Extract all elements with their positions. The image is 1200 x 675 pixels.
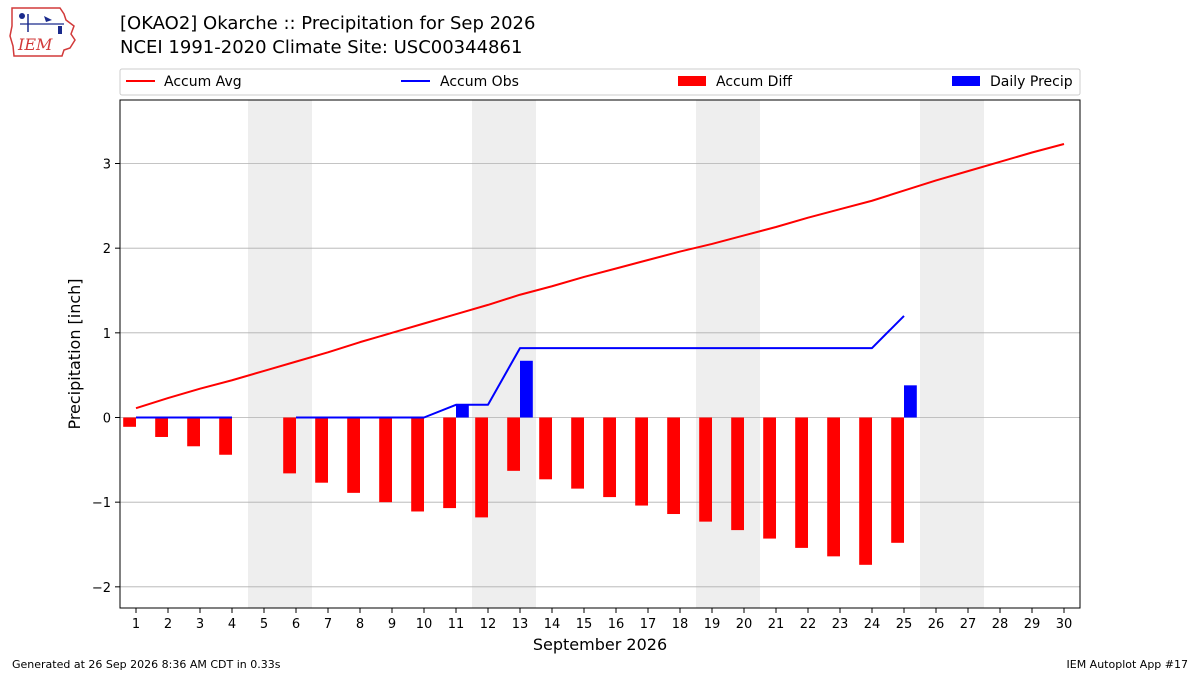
accum-diff-bar xyxy=(507,417,520,471)
accum-diff-bar xyxy=(187,417,200,447)
x-tick-label: 9 xyxy=(388,617,396,632)
x-axis-label: September 2026 xyxy=(533,635,667,654)
accum-avg-line xyxy=(135,143,1065,410)
x-tick-label: 17 xyxy=(640,617,657,632)
logo-text: IEM xyxy=(17,35,53,54)
accum-diff-bar xyxy=(379,417,392,503)
app-id: IEM Autoplot App #17 xyxy=(1066,658,1189,671)
x-tick-label: 2 xyxy=(164,617,172,632)
y-tick-label: 2 xyxy=(103,242,111,257)
legend: Accum Avg Accum Obs Accum Diff Daily Pre… xyxy=(119,68,1081,96)
x-tick-label: 30 xyxy=(1056,617,1073,632)
accum-diff-bar xyxy=(667,417,680,515)
accum-diff-bar xyxy=(475,417,488,518)
x-tick-label: 1 xyxy=(132,617,140,632)
accum-diff-bar xyxy=(891,417,904,543)
legend-label-daily-precip: Daily Precip xyxy=(990,74,1073,90)
accum-obs-line xyxy=(296,315,905,419)
x-tick-label: 13 xyxy=(512,617,529,632)
y-tick-label: 0 xyxy=(103,412,111,427)
x-tick-label: 21 xyxy=(768,617,785,632)
legend-label-accum-avg: Accum Avg xyxy=(164,74,242,90)
weekend-band xyxy=(472,100,536,608)
plot-frame xyxy=(119,99,1081,609)
x-tick-label: 11 xyxy=(448,617,465,632)
accum-diff-bar xyxy=(155,417,168,437)
lines xyxy=(135,143,1065,419)
gridlines xyxy=(120,163,1080,588)
accum-diff-bar xyxy=(443,417,456,509)
x-tick-label: 18 xyxy=(672,617,689,632)
x-tick-label: 8 xyxy=(356,617,364,632)
x-tick-label: 12 xyxy=(480,617,497,632)
accum-diff-bar xyxy=(283,417,296,474)
iem-logo: IEM xyxy=(9,7,76,57)
accum-diff-bar xyxy=(731,417,744,531)
x-tick-label: 5 xyxy=(260,617,268,632)
y-axis-label: Precipitation [inch] xyxy=(65,278,84,429)
y-tick-label: 1 xyxy=(103,327,111,342)
accum-diff-bar xyxy=(795,417,808,548)
daily-precip-bar xyxy=(904,385,917,418)
x-tick-label: 14 xyxy=(544,617,561,632)
daily-precip-bar xyxy=(520,360,533,418)
generated-timestamp: Generated at 26 Sep 2026 8:36 AM CDT in … xyxy=(12,658,281,671)
legend-swatch-daily-precip xyxy=(952,76,980,86)
accum-diff-bar xyxy=(763,417,776,539)
daily-precip-bar xyxy=(456,404,469,418)
accum-diff-bar xyxy=(603,417,616,498)
x-tick-label: 27 xyxy=(960,617,977,632)
accum-diff-bar xyxy=(219,417,232,455)
x-tick-label: 6 xyxy=(292,617,300,632)
accum-diff-bar xyxy=(571,417,584,489)
weekend-band xyxy=(248,100,312,608)
legend-swatch-accum-diff xyxy=(678,76,706,86)
accum-diff-bar xyxy=(347,417,360,493)
weekend-band xyxy=(696,100,760,608)
x-tick-label: 3 xyxy=(196,617,204,632)
x-tick-label: 19 xyxy=(704,617,721,632)
weekend-band xyxy=(920,100,984,608)
bars xyxy=(123,360,917,565)
x-tick-label: 22 xyxy=(800,617,817,632)
y-tick-label: 3 xyxy=(103,158,111,173)
legend-label-accum-obs: Accum Obs xyxy=(440,74,519,90)
x-tick-label: 20 xyxy=(736,617,753,632)
legend-frame xyxy=(119,68,1081,96)
x-tick-label: 4 xyxy=(228,617,236,632)
accum-diff-bar xyxy=(411,417,424,512)
y-tick-label: −2 xyxy=(92,581,111,596)
accum-diff-bar xyxy=(123,417,136,427)
x-tick-label: 29 xyxy=(1024,617,1041,632)
legend-label-accum-diff: Accum Diff xyxy=(716,74,792,90)
accum-diff-bar xyxy=(635,417,648,506)
x-tick-label: 10 xyxy=(416,617,433,632)
x-tick-label: 23 xyxy=(832,617,849,632)
x-tick-label: 25 xyxy=(896,617,913,632)
x-tick-label: 26 xyxy=(928,617,945,632)
accum-diff-bar xyxy=(827,417,840,557)
weekend-shading xyxy=(248,100,984,608)
accum-diff-bar xyxy=(699,417,712,522)
accum-diff-bar xyxy=(859,417,872,565)
x-tick-label: 15 xyxy=(576,617,593,632)
x-tick-label: 7 xyxy=(324,617,332,632)
chart-title: [OKAO2] Okarche :: Precipitation for Sep… xyxy=(120,13,536,34)
chart-subtitle: NCEI 1991-2020 Climate Site: USC00344861 xyxy=(120,37,523,58)
x-tick-label: 16 xyxy=(608,617,625,632)
x-tick-label: 24 xyxy=(864,617,881,632)
accum-diff-bar xyxy=(539,417,552,480)
x-tick-label: 28 xyxy=(992,617,1009,632)
accum-diff-bar xyxy=(315,417,328,483)
y-tick-label: −1 xyxy=(92,496,111,511)
